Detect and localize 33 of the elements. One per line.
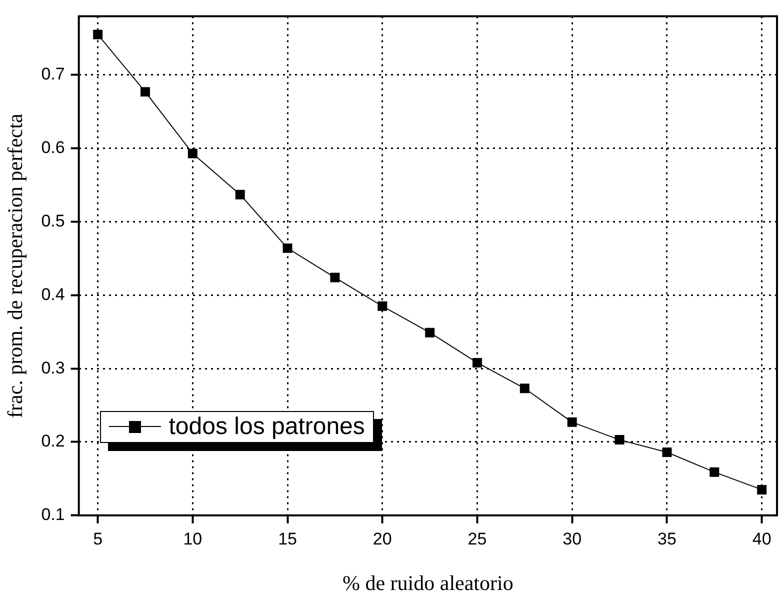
- point: [235, 190, 245, 200]
- x-tick-label: 10: [183, 529, 202, 548]
- point: [520, 384, 530, 394]
- x-tick-label: 40: [752, 529, 772, 548]
- x-tick-label: 20: [372, 529, 392, 548]
- point: [140, 87, 150, 97]
- x-tick-label: 25: [468, 529, 487, 548]
- point: [614, 435, 624, 445]
- x-tick-label: 15: [278, 529, 297, 548]
- x-tick-label: 30: [562, 529, 582, 548]
- x-tick-label: 5: [93, 529, 103, 548]
- point: [662, 448, 672, 458]
- point: [330, 272, 340, 282]
- point: [757, 484, 767, 494]
- point: [425, 328, 435, 338]
- y-tick-label: 0.6: [41, 138, 65, 158]
- y-tick-label: 0.7: [41, 64, 65, 84]
- y-tick-label: 0.4: [41, 284, 65, 304]
- y-tick-label: 0.5: [41, 211, 65, 230]
- point: [378, 301, 388, 311]
- legend-label: todos los patrones: [168, 412, 365, 442]
- point: [282, 243, 292, 253]
- point: [93, 30, 103, 40]
- y-tick-label: 0.1: [41, 505, 65, 524]
- y-tick-label: 0.3: [41, 358, 65, 378]
- y-axis-title: frac. prom. de recuperacion perfecta: [3, 112, 28, 418]
- y-tick-label: 0.2: [41, 432, 65, 451]
- x-axis-title: % de ruido aleatorio: [342, 570, 514, 595]
- x-tick-label: 35: [658, 529, 676, 548]
- point: [472, 358, 482, 368]
- point: [188, 148, 198, 158]
- point: [710, 467, 720, 477]
- point: [567, 417, 577, 427]
